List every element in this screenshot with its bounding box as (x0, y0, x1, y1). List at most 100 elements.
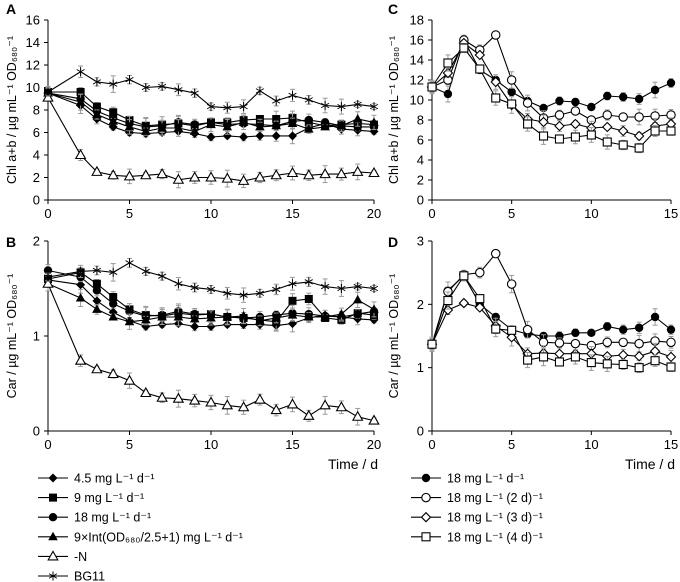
y-tick-label: 1 (417, 360, 424, 375)
data-point (633, 130, 645, 142)
x-tick-label: 15 (285, 437, 299, 452)
data-point (172, 173, 185, 184)
data-point (109, 267, 118, 277)
x-tick-label: 0 (44, 437, 51, 452)
data-point (649, 345, 661, 357)
data-point (42, 277, 54, 288)
data-point (474, 302, 486, 313)
legend-label: 4.5 mg L⁻¹ d⁻¹ (74, 472, 155, 486)
legend-marker (49, 493, 57, 502)
data-point (254, 171, 266, 182)
data-point (523, 355, 533, 365)
data-point (255, 131, 265, 141)
data-point (272, 96, 281, 106)
data-point (125, 75, 134, 85)
data-point (475, 294, 485, 304)
data-point (239, 290, 248, 300)
legend-label: 18 mg L⁻¹ d⁻¹ (74, 511, 151, 525)
data-point (303, 169, 315, 180)
data-point (92, 286, 102, 295)
data-point (238, 117, 249, 126)
data-point (570, 338, 581, 349)
x-tick-label: 15 (664, 437, 678, 452)
data-point (255, 86, 265, 96)
data-point (666, 78, 676, 88)
y-tick-label: 2 (33, 170, 40, 185)
legend-marker (48, 513, 58, 522)
data-point (43, 266, 53, 275)
y-tick-label: 12 (410, 73, 424, 88)
data-point (666, 337, 676, 348)
data-point (369, 117, 379, 126)
series-18-mg-l-d-circle (427, 270, 676, 349)
data-point (206, 102, 216, 112)
data-point (287, 118, 298, 127)
data-point (76, 67, 85, 77)
data-point (554, 134, 565, 144)
data-point (190, 120, 199, 129)
data-point (239, 102, 248, 112)
data-point (353, 309, 362, 319)
y-axis-label: Car / µg mL⁻¹ OD₆₈₀⁻¹ (5, 274, 19, 399)
series-18-mg-l-2-d-circle-open (427, 30, 676, 126)
y-tick-label: 14 (410, 53, 424, 68)
x-tick-label: 5 (508, 206, 515, 221)
data-point (237, 174, 250, 185)
y-tick-label: 0 (33, 193, 40, 208)
series-18-mg-l-4-d-square-open (427, 42, 676, 154)
y-tick-label: 6 (417, 133, 424, 148)
legend-item: 18 mg L⁻¹ (4 d)⁻¹ (411, 530, 543, 544)
data-point (76, 88, 85, 96)
data-point (538, 352, 549, 362)
data-point (603, 91, 612, 101)
data-point (286, 398, 299, 409)
data-point (506, 75, 517, 85)
data-point (353, 282, 362, 292)
y-tick-label: 10 (410, 93, 424, 108)
legend-label: -N (74, 550, 87, 564)
data-point (157, 123, 167, 132)
y-axis-label: Chl a+b / µg mL⁻¹ OD₆₈₀⁻¹ (5, 36, 19, 184)
data-point (206, 132, 216, 142)
data-point (634, 338, 644, 349)
legend-item: 18 mg L⁻¹ d⁻¹ (411, 472, 524, 486)
data-point (109, 79, 118, 89)
data-point (443, 89, 453, 99)
data-point (174, 85, 183, 95)
data-point (271, 312, 281, 322)
data-point (634, 363, 644, 373)
legend-label: 18 mg L⁻¹ d⁻¹ (447, 472, 524, 486)
series-line (431, 274, 672, 345)
x-tick-label: 20 (367, 437, 381, 452)
panel-c: 0 2 4 6 8 10 12 14 16 18 0 5 10 15 C Chl a+b / µg mL⁻¹ … (387, 1, 678, 221)
legend-label: 18 mg L⁻¹ (3 d)⁻¹ (447, 511, 543, 525)
x-tick-label: 10 (204, 206, 218, 221)
data-point (443, 58, 453, 68)
data-point (222, 131, 232, 141)
data-point (223, 288, 232, 298)
data-point (538, 131, 549, 141)
x-tick-label: 20 (367, 206, 381, 221)
data-point (570, 132, 580, 142)
series-18-mg-l-4-d-square-open (427, 270, 676, 374)
data-point (507, 325, 517, 335)
data-point (140, 386, 152, 398)
data-point (125, 258, 134, 268)
data-point (601, 121, 613, 133)
x-tick-label: 5 (508, 437, 515, 452)
series-line (431, 274, 672, 369)
data-point (523, 119, 533, 129)
data-point (156, 391, 168, 402)
data-point (190, 283, 199, 293)
series-line (431, 47, 671, 149)
y-tick-label: 2 (417, 297, 424, 312)
legend-marker (48, 473, 58, 483)
data-point (491, 312, 500, 322)
data-point (458, 297, 470, 309)
y-tick-label: 2 (33, 234, 40, 249)
data-point (255, 121, 265, 131)
data-point (255, 288, 265, 298)
series-line (431, 38, 672, 109)
data-point (618, 359, 628, 370)
